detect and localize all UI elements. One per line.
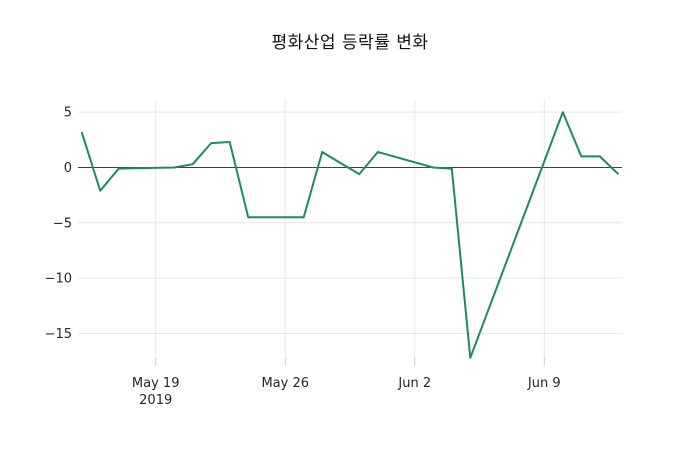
x-axis-labels: May 19 2019 May 26 Jun 2 Jun 9 (132, 376, 561, 408)
y-tick-label: 5 (64, 106, 72, 121)
x-tick-label: May 26 (261, 376, 309, 391)
series-line (80, 111, 619, 359)
x-tick-marks (155, 358, 545, 366)
x-tick-sublabel: 2019 (139, 393, 172, 408)
y-tick-label: 0 (64, 161, 72, 176)
x-tick-label: Jun 2 (397, 376, 431, 391)
y-axis-labels: 5 0 −5 −10 −15 (45, 106, 72, 342)
gridlines (78, 100, 622, 360)
y-tick-label: −15 (45, 327, 72, 342)
y-tick-label: −5 (53, 216, 72, 231)
y-tick-label: −10 (45, 272, 72, 287)
chart-title: 평화산업 등락률 변화 (271, 33, 429, 53)
x-tick-label: Jun 9 (527, 376, 561, 391)
x-tick-label: May 19 (132, 376, 180, 391)
series-line-group (80, 111, 619, 359)
